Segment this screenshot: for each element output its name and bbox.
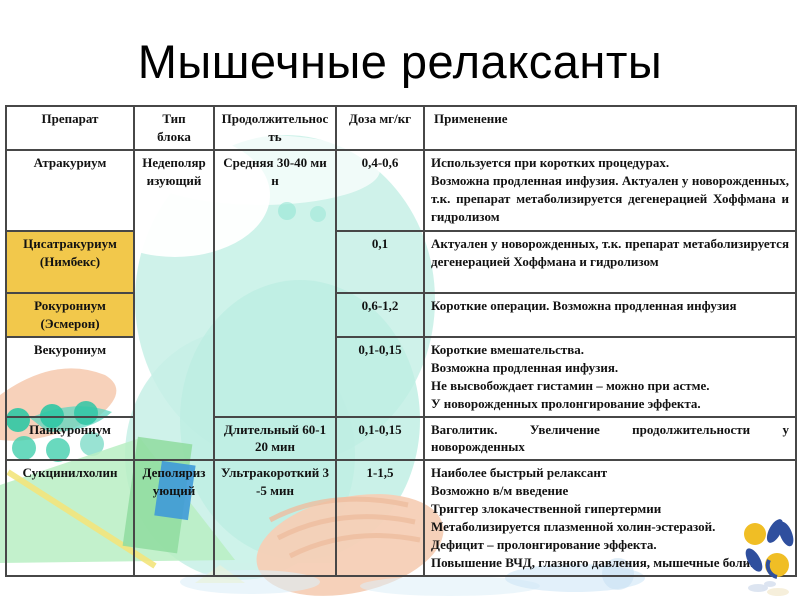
table-row: Сукцинилхолин Деполяризующий Ультракорот… (5, 459, 797, 577)
table-row: Атракуриум Недеполяризующий Средняя 30-4… (5, 148, 797, 462)
table-row: Цисатракуриум (Нимбекс) 0,1 Актуален у н… (5, 229, 797, 294)
table-row: Векурониум 0,1-0,15 Короткие вмешательст… (5, 335, 797, 418)
column-header-drug: Препарат (5, 105, 135, 151)
block-type-cell-nondepolarizing: Недеполяризующий (133, 148, 215, 462)
usage-cell: Ваголитик. Увеличение продолжительности … (423, 415, 797, 462)
table-row: Панкурониум Длительный 60-120 мин 0,1-0,… (5, 415, 797, 462)
duration-cell-ultrashort: Ультракороткий 3-5 мин (213, 459, 337, 577)
column-header-block-type: Тип блока (133, 105, 215, 151)
drug-name-cell: Векурониум (5, 335, 135, 418)
drug-name-cell-highlighted: Цисатракуриум (Нимбекс) (5, 229, 135, 294)
drug-name-cell-highlighted: Рокурониум (Эсмерон) (5, 291, 135, 338)
dose-cell: 0,6-1,2 (335, 291, 425, 338)
muscle-relaxants-table: Препарат Тип блока Продолжительность Доз… (5, 105, 797, 577)
logo-reflection (748, 581, 789, 596)
usage-cell: Используется при коротких процедурах. Во… (423, 148, 797, 232)
table-row: Рокурониум (Эсмерон) 0,6-1,2 Короткие оп… (5, 291, 797, 338)
drug-name-cell: Сукцинилхолин (5, 459, 135, 577)
duration-cell-medium: Средняя 30-40 мин (213, 148, 337, 418)
column-header-duration: Продолжительность (213, 105, 337, 151)
dose-cell: 1-1,5 (335, 459, 425, 577)
duration-cell-long: Длительный 60-120 мин (213, 415, 337, 462)
dose-cell: 0,1 (335, 229, 425, 294)
dose-cell: 0,1-0,15 (335, 335, 425, 418)
usage-cell: Актуален у новорожденных, т.к. препарат … (423, 229, 797, 294)
drug-name-cell: Панкурониум (5, 415, 135, 462)
usage-cell: Короткие вмешательства. Возможна продлен… (423, 335, 797, 418)
column-header-dose: Доза мг/кг (335, 105, 425, 151)
column-header-usage: Применение (423, 105, 797, 151)
block-type-cell-depolarizing: Деполяризующий (133, 459, 215, 577)
dose-cell: 0,4-0,6 (335, 148, 425, 232)
logo-mark (744, 519, 794, 579)
usage-cell: Короткие операции. Возможна продленная и… (423, 291, 797, 338)
drug-name-cell: Атракуриум (5, 148, 135, 232)
dose-cell: 0,1-0,15 (335, 415, 425, 462)
slide-title: Мышечные релаксанты (137, 35, 663, 88)
usage-cell: Наиболее быстрый релаксант Возможно в/м … (423, 459, 797, 577)
logo (744, 519, 794, 596)
table-header-row: Препарат Тип блока Продолжительность Доз… (5, 105, 797, 151)
